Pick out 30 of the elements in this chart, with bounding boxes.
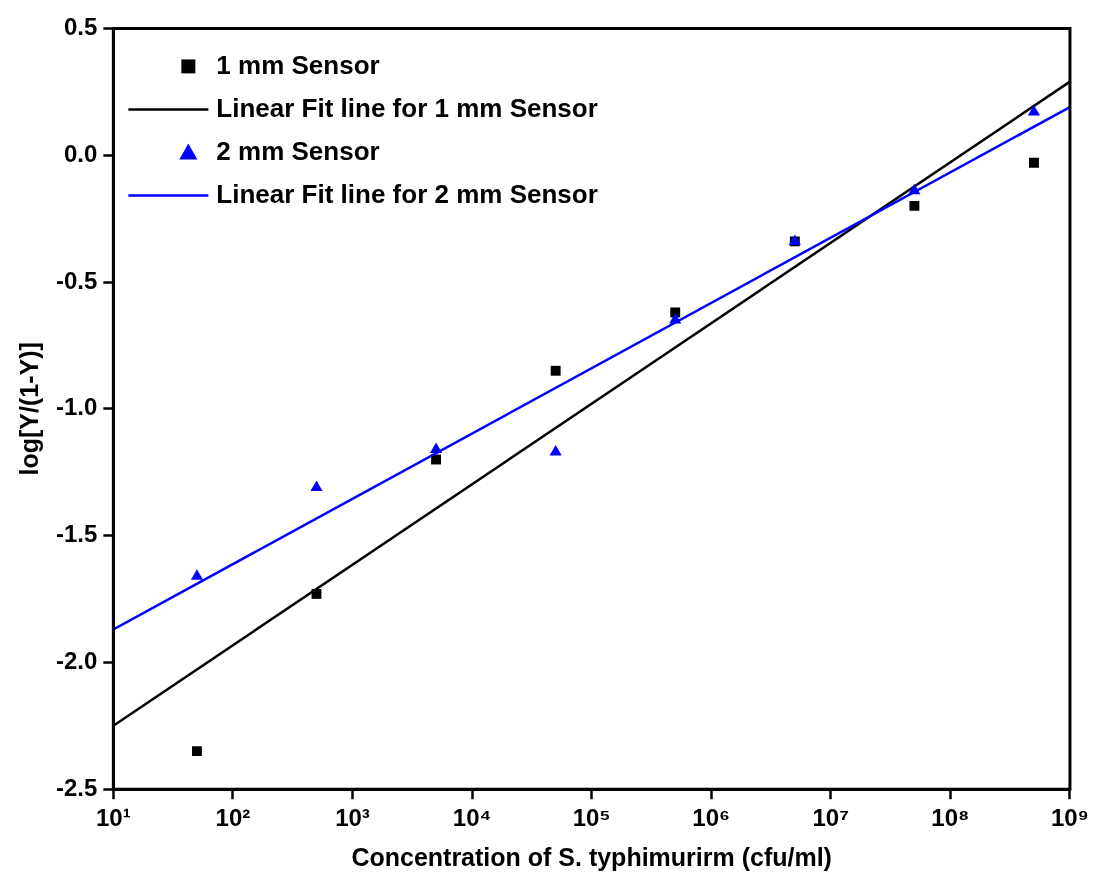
- x-tick-label: 10⁵: [572, 804, 611, 832]
- y-tick-label: -0.5: [56, 266, 98, 294]
- y-tick-label: -2.5: [56, 773, 98, 801]
- y-tick-label: 0.5: [63, 13, 98, 41]
- y-axis-title: log[Y/(1-Y)]: [14, 342, 43, 476]
- y-tick-label: -2.0: [56, 647, 98, 675]
- point: [549, 444, 562, 456]
- x-tick-label: 10⁴: [452, 804, 492, 832]
- point: [909, 200, 920, 211]
- y-tick-label: 0.0: [63, 139, 98, 167]
- legend-label: 1 mm Sensor: [216, 49, 380, 80]
- point: [1029, 157, 1039, 168]
- legend-label: Linear Fit line for 2 mm Sensor: [216, 178, 598, 209]
- x-tick-label: 10²: [215, 804, 251, 832]
- x-tick-label: 10¹: [96, 804, 131, 832]
- point: [310, 480, 323, 491]
- point: [190, 569, 203, 580]
- y-tick-label: -1.0: [56, 393, 98, 421]
- x-tick-label: 10⁷: [812, 804, 850, 832]
- point: [550, 365, 561, 376]
- legend-label: 2 mm Sensor: [216, 135, 380, 166]
- point: [1027, 105, 1041, 116]
- x-tick-label: 10⁶: [692, 804, 731, 832]
- x-tick-label: 10⁸: [931, 804, 970, 832]
- x-tick-label: 10³: [335, 804, 370, 832]
- x-axis-title: Concentration of S. typhimurirm (cfu/ml): [351, 842, 832, 871]
- legend-label: Linear Fit line for 1 mm Sensor: [216, 92, 598, 123]
- y-tick-label: -1.5: [56, 520, 98, 548]
- x-tick-label: 10⁹: [1050, 804, 1089, 832]
- point: [191, 746, 202, 757]
